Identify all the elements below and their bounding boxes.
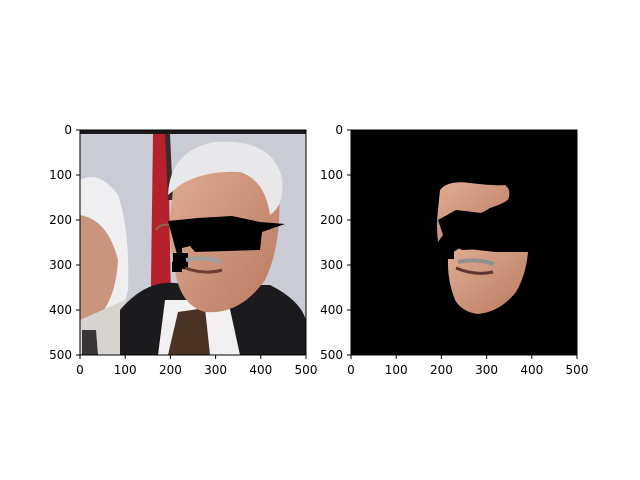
right-x-tick-label: 0 <box>347 363 355 377</box>
right-x-tick-label: 400 <box>520 363 543 377</box>
right-x-tick-label: 500 <box>566 363 589 377</box>
right-axes: 0 100 200 300 400 500 0 100 200 300 400 500 <box>320 123 588 377</box>
right-y-tick-label: 200 <box>320 213 343 227</box>
right-y-tick-label: 300 <box>320 258 343 272</box>
right-axes-frame <box>350 129 578 356</box>
left-image-panel: 0 100 200 300 400 500 0 100 200 300 400 500 <box>49 123 317 377</box>
left-y-tick-label: 100 <box>49 168 72 182</box>
right-y-tick-label: 100 <box>320 168 343 182</box>
left-x-tick-label: 0 <box>76 363 84 377</box>
left-x-tick-label: 500 <box>295 363 318 377</box>
left-y-tick-label: 300 <box>49 258 72 272</box>
left-photo <box>80 130 306 355</box>
left-x-tick-label: 200 <box>159 363 182 377</box>
left-y-tick-label: 200 <box>49 213 72 227</box>
right-photo <box>351 130 577 355</box>
left-y-tick-label: 400 <box>49 303 72 317</box>
left-x-tick-label: 300 <box>204 363 227 377</box>
right-x-tick-label: 100 <box>385 363 408 377</box>
left-y-tick-label: 0 <box>64 123 72 137</box>
right-y-tick-label: 0 <box>335 123 343 137</box>
right-y-tick-label: 500 <box>320 348 343 362</box>
left-axes-frame <box>79 129 307 356</box>
left-y-tick-label: 500 <box>49 348 72 362</box>
left-axes: 0 100 200 300 400 500 0 100 200 300 400 500 <box>49 123 317 377</box>
right-y-tick-label: 400 <box>320 303 343 317</box>
left-x-tick-label: 100 <box>114 363 137 377</box>
right-image-panel: 0 100 200 300 400 500 0 100 200 300 400 500 <box>320 123 588 377</box>
left-x-tick-label: 400 <box>249 363 272 377</box>
right-x-tick-label: 200 <box>430 363 453 377</box>
right-x-tick-label: 300 <box>475 363 498 377</box>
